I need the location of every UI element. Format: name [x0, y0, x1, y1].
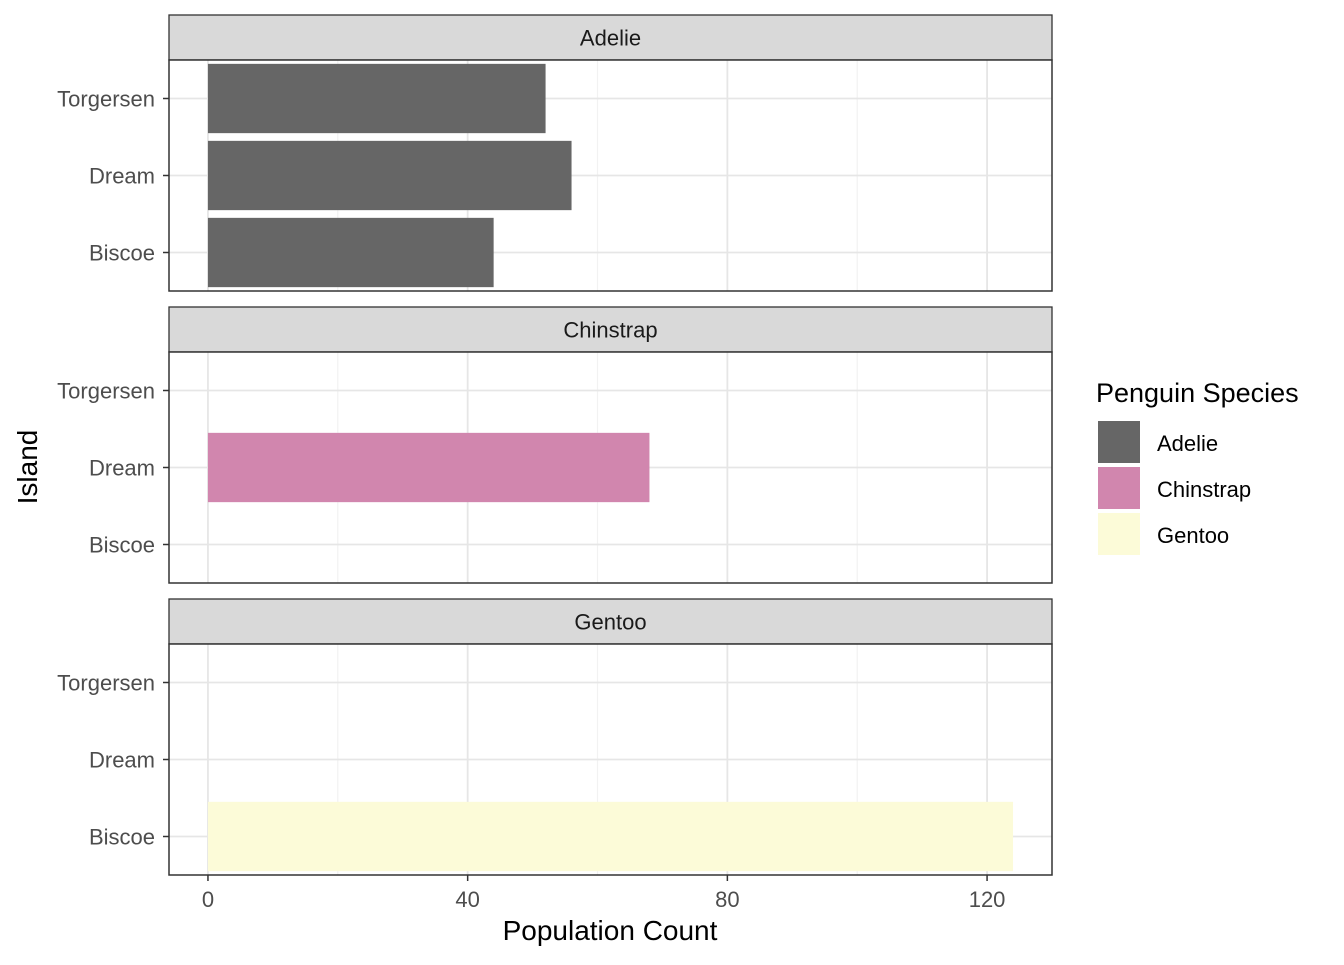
y-tick-label: Dream: [89, 456, 155, 481]
y-axis-title: Island: [12, 430, 43, 505]
y-tick-label: Biscoe: [89, 241, 155, 266]
facet-strip-label: Chinstrap: [563, 318, 657, 343]
facet-strip-label: Adelie: [580, 26, 641, 51]
facet-strip: [168, 14, 1053, 61]
legend: Penguin Species Adelie Chinstrap Gentoo: [1096, 378, 1299, 555]
bar-chinstrap-dream: [207, 432, 650, 503]
x-axis: 0 40 80 120: [202, 875, 1006, 912]
y-tick-label: Biscoe: [89, 533, 155, 558]
x-tick-label: 0: [202, 887, 214, 912]
legend-items: Adelie Chinstrap Gentoo: [1098, 421, 1251, 555]
x-axis-title: Population Count: [503, 915, 718, 946]
y-tick-label: Dream: [89, 164, 155, 189]
y-tick-label: Biscoe: [89, 825, 155, 850]
facet-strip-label: Gentoo: [574, 610, 646, 635]
x-tick-label: 80: [715, 887, 739, 912]
legend-key-chinstrap: [1098, 467, 1140, 509]
legend-key-adelie: [1098, 421, 1140, 463]
facet-strip: [168, 598, 1053, 645]
bar-adelie-dream: [207, 140, 572, 211]
x-tick-label: 120: [969, 887, 1006, 912]
bar-adelie-biscoe: [207, 217, 494, 288]
facet-panel-gentoo: Gentoo Torgersen Dream Biscoe: [57, 598, 1053, 876]
legend-key-gentoo: [1098, 513, 1140, 555]
bar-gentoo-biscoe: [207, 801, 1014, 872]
facet-panels: Adelie Torgersen Dream Biscoe Chinstrap Torge…: [57, 14, 1053, 876]
y-tick-label: Torgersen: [57, 379, 155, 404]
facet-panel-adelie: Adelie Torgersen Dream Biscoe: [57, 14, 1053, 292]
facet-panel-chinstrap: Chinstrap Torgersen Dream Biscoe: [57, 306, 1053, 584]
facet-strip: [168, 306, 1053, 353]
y-tick-label: Torgersen: [57, 671, 155, 696]
bar-adelie-torgersen: [207, 63, 546, 134]
legend-label: Adelie: [1157, 431, 1218, 456]
legend-title: Penguin Species: [1096, 378, 1299, 408]
x-tick-label: 40: [455, 887, 479, 912]
legend-label: Chinstrap: [1157, 477, 1251, 502]
legend-label: Gentoo: [1157, 523, 1229, 548]
y-tick-label: Dream: [89, 748, 155, 773]
y-tick-label: Torgersen: [57, 87, 155, 112]
